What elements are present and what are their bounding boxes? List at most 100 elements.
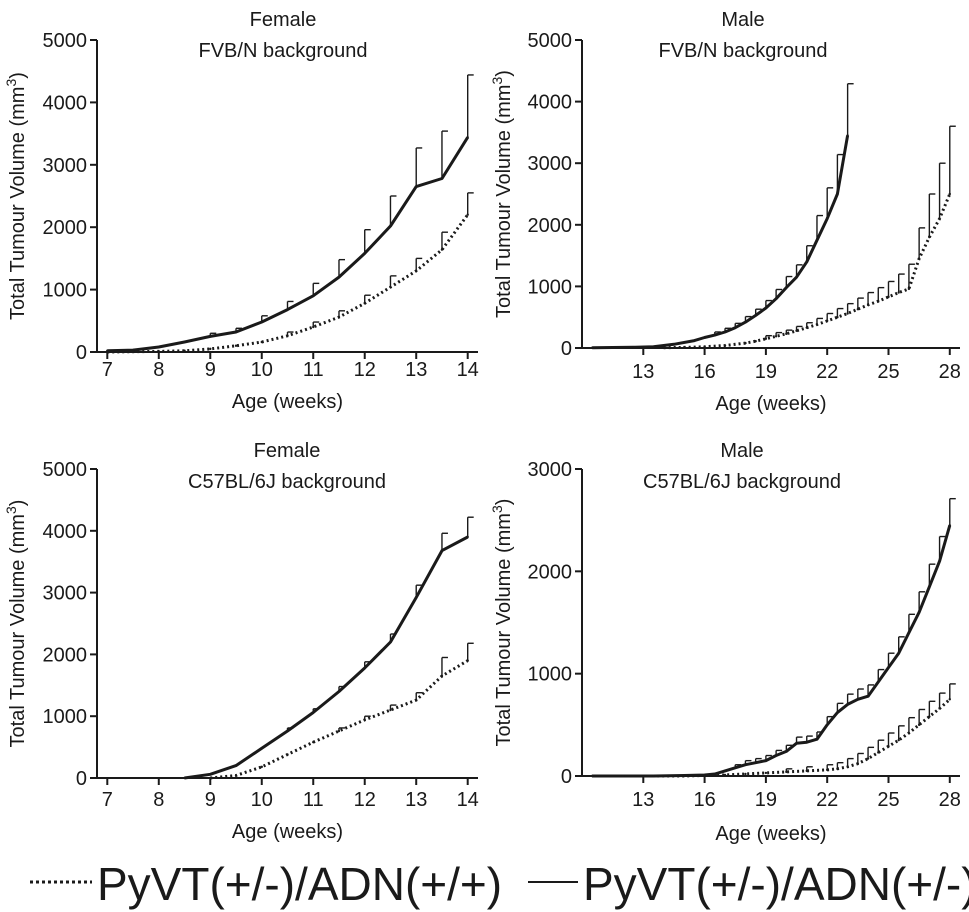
y-tick-label: 3000 <box>43 583 88 605</box>
legend: PyVT(+/-)/ADN(+/+) PyVT(+/-)/ADN(+/-) <box>30 858 969 910</box>
y-axis-label: Total Tumour Volume (mm3) <box>3 500 29 748</box>
y-tick-label: 0 <box>76 342 87 364</box>
y-tick-label: 1000 <box>528 664 573 686</box>
data-point <box>389 708 392 712</box>
data-point <box>785 332 788 336</box>
data-point <box>815 737 819 741</box>
data-point <box>466 213 469 216</box>
data-point <box>836 316 839 319</box>
data-point <box>897 291 900 294</box>
data-point <box>744 320 747 324</box>
data-point <box>209 776 212 780</box>
data-point <box>466 659 469 662</box>
data-point <box>938 707 941 710</box>
x-tick-label: 19 <box>755 361 777 383</box>
data-point <box>723 773 727 777</box>
data-point <box>389 640 392 644</box>
chart-title-line: C57BL/6J background <box>188 471 386 493</box>
x-tick-label: 8 <box>153 789 164 811</box>
data-point <box>917 257 921 260</box>
data-point <box>866 757 870 760</box>
data-point <box>131 350 135 353</box>
x-tick-label: 12 <box>354 789 376 811</box>
series-dotted <box>209 642 474 780</box>
data-point <box>652 345 655 348</box>
data-point <box>897 738 900 742</box>
data-point <box>846 312 849 315</box>
data-point <box>764 337 768 340</box>
chart-panel-1: 0 1000 2000 3000 4000 5000 7 8 9 10 11 12 13 14 Female… <box>3 9 479 413</box>
data-point <box>907 287 911 291</box>
data-point <box>631 346 635 349</box>
y-tick-label: 0 <box>561 338 572 360</box>
data-point <box>774 297 778 300</box>
chart-title-line: Male <box>721 9 764 31</box>
chart-title-line: C57BL/6J background <box>643 471 841 493</box>
series-line-dotted <box>592 698 951 778</box>
data-point <box>440 248 444 251</box>
data-point <box>723 344 727 347</box>
y-tick-label: 2000 <box>528 215 573 237</box>
data-point <box>815 239 819 242</box>
data-point <box>948 698 951 701</box>
data-point <box>682 774 686 778</box>
data-point <box>764 306 768 310</box>
chart-panel-4: 0 1000 2000 3000 13 16 19 22 25 28 Male C57BL/6J ba… <box>489 440 961 845</box>
data-point <box>774 754 778 757</box>
data-point <box>157 350 160 353</box>
data-point <box>286 729 289 733</box>
series-dotted <box>591 683 956 778</box>
legend-label-adn-plus-plus: PyVT(+/-)/ADN(+/+) <box>97 858 502 910</box>
data-point <box>312 740 315 744</box>
series-dotted <box>662 125 956 350</box>
data-point <box>183 776 186 780</box>
x-tick-label: 8 <box>153 359 164 381</box>
series-line-dotted <box>210 659 469 780</box>
data-point <box>415 185 418 188</box>
x-tick-label: 22 <box>816 361 838 383</box>
data-point <box>744 763 747 766</box>
data-point <box>234 764 238 767</box>
data-point <box>591 346 594 349</box>
data-point <box>611 346 614 349</box>
data-point <box>938 217 941 220</box>
data-point <box>877 751 880 754</box>
data-point <box>337 315 341 319</box>
y-tick-label: 0 <box>561 766 572 788</box>
data-point <box>703 345 706 348</box>
series-line-solid <box>592 524 952 778</box>
data-point <box>363 666 366 670</box>
data-point <box>785 770 788 774</box>
data-point <box>948 524 951 527</box>
data-point <box>795 275 798 279</box>
x-tick-label: 7 <box>102 359 113 381</box>
x-axis-label: Age (weeks) <box>715 393 826 415</box>
y-tick-label: 1000 <box>43 706 88 728</box>
data-point <box>672 343 676 346</box>
y-tick-label: 3000 <box>43 155 88 177</box>
data-point <box>337 690 341 693</box>
x-tick-label: 10 <box>251 789 273 811</box>
data-point <box>928 585 931 588</box>
data-point <box>785 286 788 289</box>
data-point <box>234 330 238 334</box>
data-point <box>734 326 737 329</box>
x-axis-label: Age (weeks) <box>232 391 343 413</box>
data-point <box>754 340 757 343</box>
legend-label-adn-plus-minus: PyVT(+/-)/ADN(+/-) <box>583 858 969 910</box>
data-point <box>887 666 890 669</box>
y-tick-label: 3000 <box>528 153 573 175</box>
data-point <box>337 275 341 279</box>
data-point <box>805 260 808 263</box>
data-point <box>744 341 747 345</box>
data-point <box>209 335 212 338</box>
data-point <box>897 652 900 655</box>
data-point <box>856 698 860 701</box>
series-line-solid <box>184 535 469 780</box>
y-tick-label: 1000 <box>528 276 573 298</box>
data-point <box>907 731 911 735</box>
y-axis-label: Total Tumour Volume (mm3) <box>489 70 515 318</box>
x-axis-label: Age (weeks) <box>232 821 343 843</box>
data-point <box>312 294 315 298</box>
